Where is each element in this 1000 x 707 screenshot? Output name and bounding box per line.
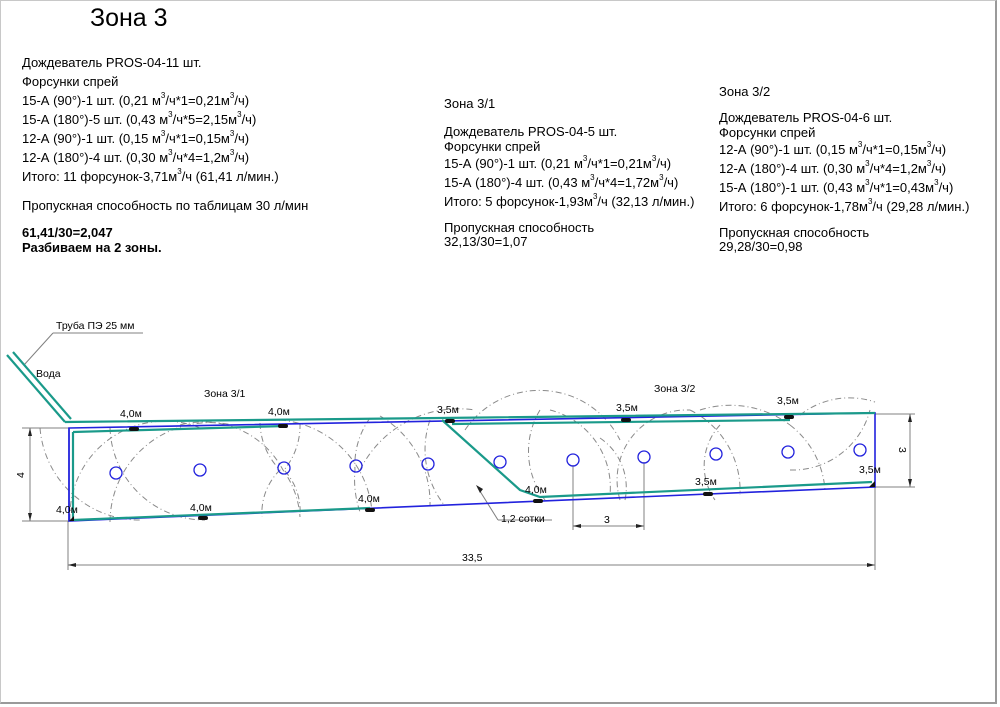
zone3-2-title: Зона 3/2 [719, 84, 771, 99]
zone3-conclusion: Разбиваем на 2 зоны. [22, 240, 162, 255]
dim-length-label: 33,5 [462, 552, 483, 564]
zone3-1-sprinkler: Дождеватель PROS-04-5 шт. [444, 124, 618, 139]
zone3-1-total: Итого: 5 форсунок-1,93м3/ч (32,13 л/мин.… [444, 192, 695, 210]
zone3-2-total: Итого: 6 форсунок-1,78м3/ч (29,28 л/мин.… [719, 197, 970, 215]
dimension-lines [22, 332, 915, 570]
radius-label: 3,5м [695, 476, 717, 488]
zone3-2-capacity: Пропускная способность [719, 225, 870, 240]
pipe-lines [6, 351, 876, 522]
zone3-row: 15-А (90°)-1 шт. (0,21 м3/ч*1=0,21м3/ч) [22, 91, 250, 109]
dimension-arrows [28, 414, 912, 567]
zone3-2-spec: Зона 3/2 Дождеватель PROS-04-6 шт. Форсу… [719, 82, 969, 254]
zone3-total: Итого: 11 форсунок-3,71м3/ч (61,41 л/мин… [22, 167, 279, 185]
radius-label: 4,0м [268, 406, 290, 418]
water-label: Вода [36, 368, 61, 380]
zone3-capacity: Пропускная способность по таблицам 30 л/… [22, 198, 309, 213]
radius-label: 4,0м [56, 504, 78, 516]
pipe-label: Труба ПЭ 25 мм [56, 320, 135, 332]
zone3-row: 12-А (180°)-4 шт. (0,30 м3/ч*4=1,2м3/ч) [22, 148, 250, 166]
zone3-2-row: 12-А (90°)-1 шт. (0,15 м3/ч*1=0,15м3/ч) [719, 140, 947, 158]
zone3-1-nozzles-header: Форсунки спрей [444, 139, 541, 154]
zone3-nozzles-header: Форсунки спрей [22, 74, 119, 89]
page-title: Зона 3 [90, 4, 168, 32]
sprinkler-heads [69, 415, 875, 521]
area-label: 1,2 сотки [501, 513, 545, 525]
zone3-2-row: 15-А (180°)-1 шт. (0,43 м3/ч*1=0,43м3/ч) [719, 178, 954, 196]
zone3-1-capacity: Пропускная способность [444, 220, 595, 235]
zone3-row: 15-А (180°)-5 шт. (0,43 м3/ч*5=2,15м3/ч) [22, 110, 257, 128]
zone3-2-nozzles-header: Форсунки спрей [719, 125, 816, 140]
radius-label: 4,0м [358, 493, 380, 505]
radius-label: 4,0м [525, 484, 547, 496]
radius-label: 3,5м [437, 404, 459, 416]
zone3-sprinkler: Дождеватель PROS-04-11 шт. [22, 55, 202, 70]
zone3-1-row: 15-А (180°)-4 шт. (0,43 м3/ч*4=1,72м3/ч) [444, 173, 679, 191]
zone3-2-row: 12-А (180°)-4 шт. (0,30 м3/ч*4=1,2м3/ч) [719, 159, 947, 177]
zone3-spec: Дождеватель PROS-04-11 шт. Форсунки спре… [22, 53, 308, 255]
zone3-row: 12-А (90°)-1 шт. (0,15 м3/ч*1=0,15м3/ч) [22, 129, 250, 147]
radius-label: 3,5м [777, 395, 799, 407]
zone-3-2-label: Зона 3/2 [654, 383, 695, 395]
dim-left-label: 4 [15, 472, 27, 478]
zone3-2-sprinkler: Дождеватель PROS-04-6 шт. [719, 110, 893, 125]
dim-spacing-label: 3 [604, 514, 610, 526]
zone3-1-spec: Зона 3/1 Дождеватель PROS-04-5 шт. Форсу… [444, 94, 694, 249]
zone-3-1-label: Зона 3/1 [204, 388, 245, 400]
zone3-2-calc: 29,28/30=0,98 [719, 239, 803, 254]
nozzle-circles [109, 443, 867, 480]
radius-label: 3,5м [616, 402, 638, 414]
radius-label: 3,5м [859, 464, 881, 476]
zone3-calc: 61,41/30=2,047 [22, 225, 113, 240]
dim-right-label: 3 [896, 447, 908, 453]
zone3-1-calc: 32,13/30=1,07 [444, 234, 528, 249]
radius-label: 4,0м [120, 408, 142, 420]
zone3-1-title: Зона 3/1 [444, 96, 496, 111]
radius-label: 4,0м [190, 502, 212, 514]
zone3-1-row: 15-А (90°)-1 шт. (0,21 м3/ч*1=0,21м3/ч) [444, 154, 672, 172]
